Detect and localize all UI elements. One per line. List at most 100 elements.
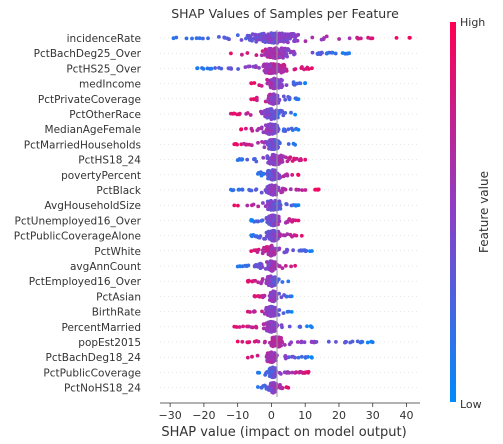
- shap-point: [276, 185, 281, 190]
- shap-point: [252, 263, 257, 268]
- x-tick-label: 0: [268, 409, 275, 422]
- shap-point: [301, 248, 306, 253]
- shap-points: [171, 31, 412, 395]
- shap-point: [280, 266, 285, 270]
- colorbar: [450, 22, 456, 402]
- shap-point: [270, 259, 275, 264]
- shap-point: [289, 203, 294, 208]
- feature-label: PctOtherRace: [69, 109, 141, 121]
- shap-point: [267, 187, 272, 191]
- x-tick-label: 10: [298, 409, 312, 422]
- shap-point: [247, 33, 252, 38]
- shap-point: [269, 174, 274, 179]
- shap-point: [293, 38, 297, 43]
- shap-point: [272, 169, 276, 174]
- feature-label: PercentMarried: [62, 322, 142, 334]
- shap-point: [270, 370, 274, 374]
- shap-point: [260, 277, 265, 281]
- shap-point: [262, 340, 267, 345]
- shap-point: [265, 67, 269, 72]
- shap-point: [293, 218, 298, 223]
- shap-point: [266, 248, 270, 253]
- shap-point: [249, 81, 254, 86]
- shap-point: [268, 92, 272, 97]
- shap-point: [293, 67, 298, 71]
- shap-point: [310, 50, 315, 55]
- shap-point: [275, 278, 280, 283]
- shap-point: [271, 390, 275, 394]
- shap-point: [255, 128, 260, 133]
- shap-point: [301, 371, 305, 375]
- shap-point: [272, 157, 276, 162]
- shap-point: [270, 124, 275, 129]
- shap-point: [278, 159, 282, 163]
- shap-point: [239, 127, 244, 131]
- x-tick-label: 20: [332, 409, 346, 422]
- shap-point: [256, 204, 261, 209]
- shap-point: [267, 260, 271, 264]
- shap-point: [279, 339, 284, 344]
- shap-point: [279, 154, 284, 158]
- shap-point: [246, 263, 251, 268]
- shap-point: [266, 313, 271, 318]
- shap-point: [268, 64, 273, 69]
- shap-point: [279, 190, 284, 195]
- shap-point: [197, 36, 202, 41]
- shap-point: [286, 36, 291, 41]
- shap-point: [190, 36, 194, 41]
- shap-point: [239, 38, 244, 42]
- shap-point: [252, 157, 256, 162]
- shap-point: [305, 324, 309, 329]
- shap-point: [283, 173, 287, 178]
- x-axis-label: SHAP value (impact on model output): [161, 425, 406, 440]
- shap-point: [260, 309, 264, 314]
- shap-point: [286, 309, 291, 314]
- shap-point: [240, 187, 245, 192]
- shap-point: [340, 51, 345, 55]
- shap-point: [326, 339, 331, 344]
- shap-point: [283, 264, 288, 268]
- shap-point: [254, 187, 259, 192]
- shap-point: [266, 207, 270, 212]
- shap-point: [282, 343, 287, 347]
- shap-point: [258, 234, 263, 239]
- shap-point: [248, 310, 252, 314]
- shap-point: [271, 358, 275, 363]
- shap-point: [235, 339, 240, 344]
- shap-point: [234, 325, 239, 329]
- shap-point: [269, 31, 274, 36]
- shap-point: [255, 250, 260, 255]
- shap-point: [279, 295, 284, 300]
- colorbar-title: Feature value: [477, 171, 491, 253]
- shap-point: [250, 32, 255, 36]
- shap-point: [262, 36, 267, 41]
- shap-point: [283, 97, 288, 102]
- shap-point: [236, 67, 241, 71]
- shap-point: [265, 154, 270, 159]
- shap-point: [236, 187, 241, 192]
- shap-point: [271, 48, 275, 53]
- shap-point: [262, 326, 267, 331]
- shap-point: [293, 263, 297, 268]
- colorbar-high-label: High: [460, 16, 485, 29]
- shap-point: [243, 65, 248, 69]
- shap-point: [286, 142, 291, 146]
- shap-point: [258, 170, 263, 175]
- shap-point: [315, 51, 320, 56]
- feature-label: PctMarriedHouseholds: [24, 139, 141, 151]
- shap-point: [271, 187, 276, 192]
- shap-point: [269, 352, 274, 356]
- shap-point: [291, 32, 296, 36]
- shap-point: [285, 248, 290, 252]
- shap-point: [284, 385, 289, 390]
- shap-point: [333, 51, 338, 56]
- shap-point: [369, 339, 374, 344]
- shap-point: [303, 188, 308, 192]
- shap-point: [343, 340, 347, 345]
- feature-label: PctAsian: [96, 291, 141, 303]
- shap-point: [247, 187, 252, 192]
- shap-point: [265, 81, 270, 86]
- shap-point: [284, 83, 289, 87]
- shap-point: [258, 266, 263, 271]
- shap-point: [267, 251, 271, 256]
